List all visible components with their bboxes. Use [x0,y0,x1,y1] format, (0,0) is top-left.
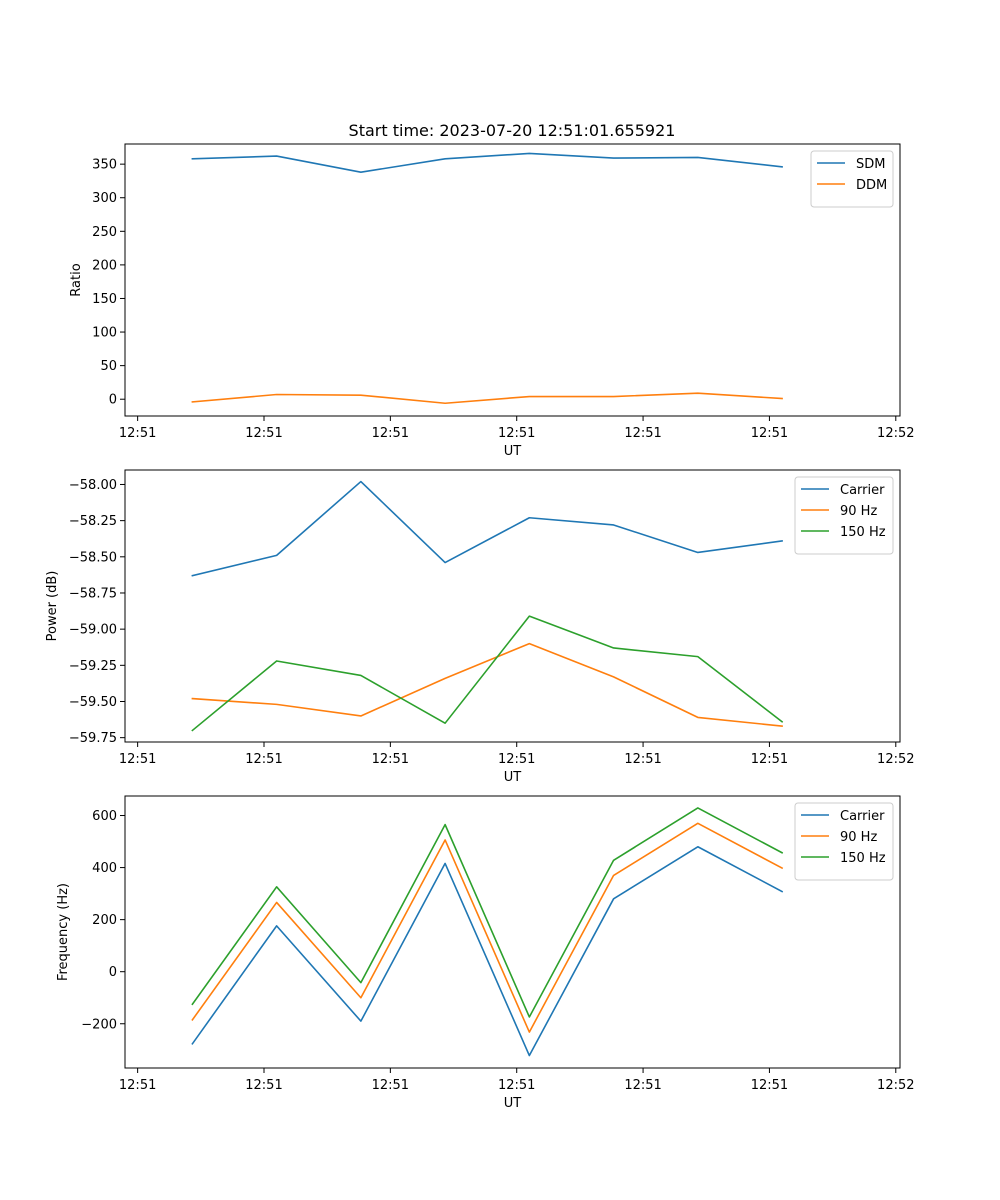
y-tick-label: 100 [92,326,117,341]
legend: Carrier 90 Hz 150 Hz [794,476,894,555]
x-tick-label: 12:52 [877,752,914,767]
series-line-90-hz [191,822,784,1033]
legend: SDM DDM [810,150,894,208]
x-tick-label: 12:51 [245,1078,282,1093]
y-tick-label: 50 [100,359,117,374]
y-tick-label: 600 [92,809,117,824]
figure-title: Start time: 2023-07-20 12:51:01.655921 [349,121,676,140]
x-tick-label: 12:51 [245,426,282,441]
y-tick-label: 250 [92,225,117,240]
series-line-90-hz [191,642,783,727]
y-tick-label: −59.00 [69,623,117,638]
legend-box [794,476,894,555]
x-tick-label: 12:51 [372,752,409,767]
series-line-carrier [191,480,783,577]
y-tick-label: 200 [92,913,117,928]
x-tick-label: 12:51 [498,1078,535,1093]
y-tick-label: −59.25 [69,659,117,674]
y-tick-label: −58.75 [69,586,117,601]
legend-label: 90 Hz [840,830,877,845]
x-tick-label: 12:51 [245,752,282,767]
legend-label: SDM [856,157,885,172]
x-tick-label: 12:51 [119,752,156,767]
legend-label: 150 Hz [840,851,886,866]
x-tick-label: 12:51 [498,752,535,767]
x-tick-label: 12:51 [624,426,661,441]
x-tick-label: 12:51 [498,426,535,441]
x-axis-label: UT [504,1096,522,1111]
legend-box [810,150,894,208]
legend-label: Carrier [840,809,885,824]
panel-2: 12:51 12:51 12:51 12:51 12:51 12:51 12:52 −59.7… [45,469,915,785]
y-tick-label: −58.25 [69,514,117,529]
series-line-ddm [191,392,783,405]
y-tick-label: 350 [92,158,117,173]
axes-frame [124,469,901,743]
x-tick-label: 12:51 [751,1078,788,1093]
series-line-sdm [191,152,783,174]
x-tick-label: 12:51 [372,1078,409,1093]
y-tick-label: 400 [92,861,117,876]
y-axis-label: Frequency (Hz) [56,883,71,981]
series-line-carrier [191,845,784,1057]
x-axis-label: UT [504,444,522,459]
legend-box [794,802,894,881]
legend-label: Carrier [840,483,885,498]
series-line-150-hz [191,807,784,1018]
panel-3: 12:51 12:51 12:51 12:51 12:51 12:51 12:52 −200 0… [56,795,915,1111]
x-tick-label: 12:51 [119,1078,156,1093]
x-tick-label: 12:51 [624,752,661,767]
y-tick-label: −200 [81,1017,117,1032]
x-tick-label: 12:52 [877,1078,914,1093]
legend-label: 150 Hz [840,525,886,540]
y-axis-label: Power (dB) [45,571,60,642]
y-tick-label: −58.50 [69,550,117,565]
y-tick-label: −59.50 [69,695,117,710]
y-tick-label: 0 [109,393,117,408]
x-tick-label: 12:52 [877,426,914,441]
legend: Carrier 90 Hz 150 Hz [794,802,894,881]
y-tick-label: −58.00 [69,478,117,493]
y-tick-label: −59.75 [69,731,117,746]
x-tick-label: 12:51 [624,1078,661,1093]
legend-label: DDM [856,178,887,193]
x-tick-label: 12:51 [372,426,409,441]
y-axis-label: Ratio [69,263,84,296]
axes-frame [124,795,901,1069]
panel-1: 12:51 12:51 12:51 12:51 12:51 12:51 12:52 0 50 10… [69,143,915,459]
y-tick-label: 0 [109,965,117,980]
axes-frame [124,143,901,417]
series-line-150-hz [191,615,784,732]
x-tick-label: 12:51 [119,426,156,441]
y-tick-label: 150 [92,292,117,307]
panels: 12:51 12:51 12:51 12:51 12:51 12:51 12:52 0 50 10… [45,143,915,1111]
x-axis-label: UT [504,770,522,785]
y-tick-label: 200 [92,258,117,273]
legend-label: 90 Hz [840,504,877,519]
x-tick-label: 12:51 [751,426,788,441]
y-tick-label: 300 [92,191,117,206]
x-tick-label: 12:51 [751,752,788,767]
